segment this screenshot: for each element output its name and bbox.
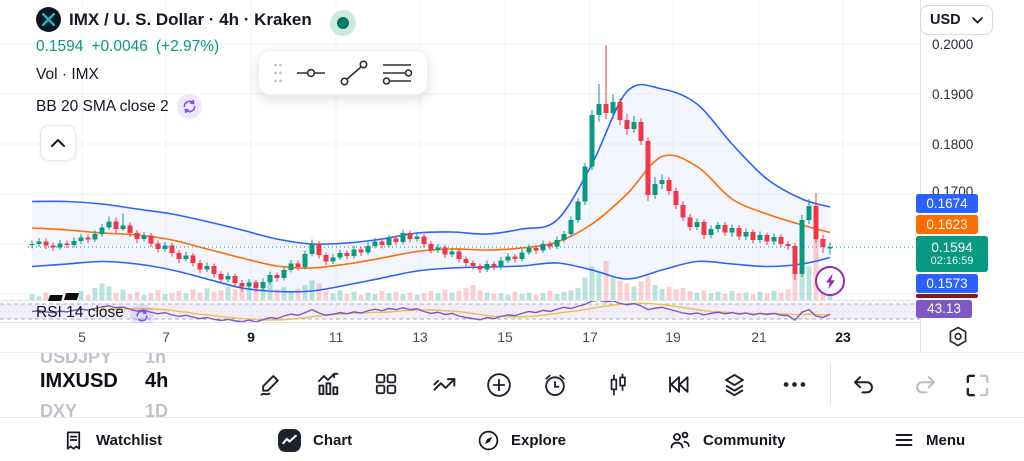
clipped-text-fragment bbox=[63, 293, 80, 300]
price-label-0.1594: 0.1594 02:16:59 bbox=[916, 236, 988, 272]
price-label-0.1674: 0.1674 bbox=[916, 194, 978, 213]
axis-settings-icon[interactable] bbox=[945, 324, 971, 350]
price-label-43.13: 43.13 bbox=[916, 300, 972, 318]
nav-chart[interactable]: Chart bbox=[277, 418, 352, 461]
toolbar-divider bbox=[830, 362, 831, 406]
draw-tool-icon[interactable] bbox=[257, 371, 284, 403]
svg-text:21: 21 bbox=[751, 329, 767, 345]
svg-text:13: 13 bbox=[412, 329, 428, 345]
bb-reload-icon[interactable] bbox=[176, 94, 202, 119]
svg-text:0.2000: 0.2000 bbox=[932, 37, 973, 52]
chart-style-icon[interactable] bbox=[605, 371, 631, 404]
chevron-down-icon bbox=[972, 16, 983, 24]
chevron-up-icon bbox=[51, 139, 65, 147]
svg-text:23: 23 bbox=[835, 329, 851, 345]
layout-grid-icon[interactable] bbox=[373, 371, 399, 402]
bb-legend: BB 20 SMA close 2 bbox=[36, 94, 202, 119]
watchlist-row-imxusd[interactable]: IMXUSD 4h bbox=[40, 370, 169, 392]
svg-text:11: 11 bbox=[329, 329, 344, 345]
watchlist-peek-band: USDJPY 1h IMXUSD 4h DXY 1D bbox=[0, 352, 1024, 417]
svg-text:19: 19 bbox=[665, 329, 681, 345]
svg-text:9: 9 bbox=[247, 329, 255, 345]
explore-compass-icon bbox=[478, 430, 499, 450]
community-people-icon bbox=[670, 431, 690, 449]
svg-text:0.1900: 0.1900 bbox=[932, 87, 973, 102]
symbol-title: IMX / U. S. Dollar · 4h · Kraken bbox=[69, 9, 312, 29]
svg-text:5: 5 bbox=[78, 329, 86, 345]
redo-button[interactable] bbox=[912, 371, 939, 403]
rsi-legend: RSI 14 close bbox=[36, 304, 154, 323]
collapse-panel-button[interactable] bbox=[40, 125, 76, 161]
horizontal-line-tool-icon[interactable] bbox=[292, 54, 331, 92]
currency-select[interactable]: USD bbox=[920, 5, 993, 35]
menu-hamburger-icon bbox=[895, 433, 913, 447]
watchlist-icon bbox=[66, 430, 81, 450]
horizontal-rays-tool-icon[interactable] bbox=[378, 54, 417, 92]
nav-watchlist[interactable]: Watchlist bbox=[62, 418, 162, 461]
svg-text:17: 17 bbox=[582, 329, 598, 345]
undo-button[interactable] bbox=[850, 371, 877, 403]
replay-icon[interactable] bbox=[665, 371, 692, 403]
nav-community[interactable]: Community bbox=[668, 418, 786, 461]
imx-logo-icon bbox=[36, 7, 61, 32]
rsi-reload-icon[interactable] bbox=[129, 304, 154, 323]
svg-text:7: 7 bbox=[162, 329, 170, 345]
nav-explore[interactable]: Explore bbox=[477, 418, 566, 461]
clipped-text-fragment bbox=[48, 295, 63, 301]
price-label-hidden bbox=[916, 294, 978, 298]
patterns-icon[interactable] bbox=[431, 371, 459, 404]
fullscreen-button[interactable] bbox=[963, 371, 992, 405]
market-status-icon bbox=[330, 10, 356, 36]
drag-handle[interactable] bbox=[269, 54, 288, 92]
bottom-nav: Watchlist Chart Explore Community bbox=[0, 417, 1024, 461]
object-tree-icon[interactable] bbox=[721, 371, 748, 403]
trend-line-tool-icon[interactable] bbox=[335, 54, 374, 92]
volume-legend: Vol · IMX bbox=[36, 66, 99, 83]
nav-menu[interactable]: Menu bbox=[893, 418, 965, 461]
lightning-icon bbox=[825, 273, 835, 289]
watchlist-row-dxy[interactable]: DXY 1D bbox=[40, 401, 169, 417]
watchlist-row-usdjpy[interactable]: USDJPY 1h bbox=[40, 352, 167, 367]
floating-draw-toolbar bbox=[258, 50, 428, 95]
svg-text:15: 15 bbox=[497, 329, 513, 345]
price-change-pct: (+2.97%) bbox=[155, 38, 220, 55]
last-price: 0.1594 bbox=[36, 38, 84, 55]
price-label-0.1573: 0.1573 bbox=[916, 274, 978, 293]
price-change: +0.0046 bbox=[91, 38, 148, 55]
add-icon[interactable] bbox=[485, 371, 513, 404]
price-label-0.1623: 0.1623 bbox=[916, 215, 978, 234]
symbol-title-row[interactable]: IMX / U. S. Dollar · 4h · Kraken bbox=[36, 7, 312, 32]
svg-text:0.1800: 0.1800 bbox=[932, 137, 973, 152]
instant-order-button[interactable] bbox=[815, 266, 845, 296]
price-change-row: 0.1594 +0.0046 (+2.97%) bbox=[36, 38, 219, 56]
alert-icon[interactable] bbox=[541, 371, 569, 404]
chart-icon bbox=[278, 428, 301, 452]
indicators-icon[interactable] bbox=[315, 371, 342, 403]
more-options-icon[interactable] bbox=[781, 371, 808, 403]
